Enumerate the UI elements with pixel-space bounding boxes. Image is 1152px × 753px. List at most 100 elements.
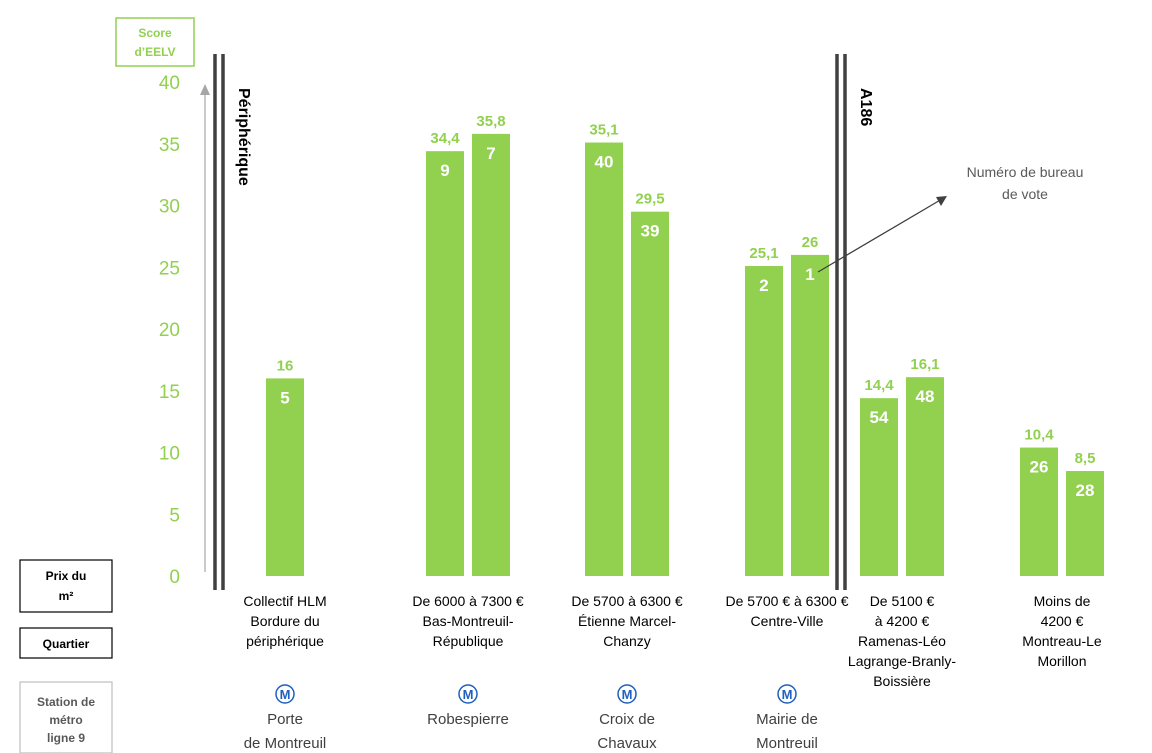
bar bbox=[791, 254, 829, 576]
bar-value-label: 35,8 bbox=[476, 113, 505, 130]
bureau-number-label: 39 bbox=[641, 222, 660, 241]
bar bbox=[860, 398, 898, 576]
metro-station-label: Robespierre bbox=[427, 711, 509, 728]
bar-value-label: 14,4 bbox=[864, 377, 894, 394]
bar-value-label: 10,4 bbox=[1024, 427, 1054, 444]
metro-m-icon bbox=[617, 684, 637, 704]
y-tick-label: 30 bbox=[159, 197, 180, 218]
bureau-number-label: 54 bbox=[870, 408, 889, 427]
category-price-label: De 5100 € bbox=[870, 593, 935, 609]
y-tick-label: 0 bbox=[169, 567, 180, 588]
bar-value-label: 35,1 bbox=[589, 122, 618, 139]
metro-station-label: de Montreuil bbox=[244, 735, 327, 752]
annotation-arrow-line bbox=[817, 198, 943, 273]
metro-station-label: Chavaux bbox=[597, 735, 657, 752]
bar-value-label: 29,5 bbox=[635, 191, 664, 208]
metro-m-icon-glyph: M bbox=[782, 687, 793, 702]
category-quartier-label: Étienne Marcel- bbox=[578, 613, 676, 629]
bar bbox=[266, 378, 304, 576]
bars: 16 5 34,4 9 35,8 7 35,1 40 29,5 39 25,1 2 26 1 14,4 54 1… bbox=[266, 113, 1104, 577]
y-tick-label: 25 bbox=[159, 258, 180, 279]
y-tick-label: 10 bbox=[159, 444, 180, 465]
y-title-box bbox=[115, 17, 195, 67]
metro-station-label: Porte bbox=[267, 711, 303, 728]
bureau-number-label: 7 bbox=[486, 144, 495, 163]
metro-m-icon-glyph: M bbox=[463, 687, 474, 702]
metro-station-label: Mairie de bbox=[756, 711, 818, 728]
metro-m-icon-glyph: M bbox=[280, 687, 291, 702]
metro-station-label: Montreuil bbox=[756, 735, 818, 752]
category-quartier-label: Lagrange-Branly- bbox=[848, 653, 957, 669]
row-label-price: m² bbox=[59, 589, 74, 603]
bar bbox=[472, 133, 510, 576]
divider-label: A186 bbox=[857, 88, 874, 126]
category-price-label: à 4200 € bbox=[875, 613, 930, 629]
bar bbox=[1020, 447, 1058, 576]
annotation: Numéro de bureau de vote bbox=[817, 164, 1084, 273]
category-price-label: De 5700 à 6300 € bbox=[571, 593, 683, 609]
bureau-number-label: 40 bbox=[595, 153, 614, 172]
bar bbox=[906, 377, 944, 576]
category-price-label: De 6000 à 7300 € bbox=[412, 593, 524, 609]
row-label-metro: ligne 9 bbox=[47, 731, 85, 745]
bureau-number-label: 5 bbox=[280, 388, 289, 407]
bar-value-label: 8,5 bbox=[1075, 450, 1096, 467]
category-quartier-label: Centre-Ville bbox=[751, 613, 824, 629]
category-quartier-label: Morillon bbox=[1037, 653, 1086, 669]
bar-value-label: 16,1 bbox=[910, 356, 939, 373]
y-tick-label: 5 bbox=[169, 505, 180, 526]
bar bbox=[631, 211, 669, 577]
bureau-number-label: 9 bbox=[440, 161, 449, 180]
row-labels: Prix du m² Quartier Station de métro ligne 9 bbox=[19, 559, 113, 753]
annotation-arrow-head bbox=[936, 196, 947, 206]
category-quartier-label: périphérique bbox=[246, 633, 324, 649]
row-label-box bbox=[19, 681, 113, 753]
y-tick-label: 20 bbox=[159, 320, 180, 341]
bureau-number-label: 28 bbox=[1076, 481, 1095, 500]
bar bbox=[426, 151, 464, 576]
bar-value-label: 16 bbox=[277, 357, 294, 374]
category-quartier-label: Boissière bbox=[873, 673, 931, 689]
annotation-text: de vote bbox=[1002, 186, 1048, 202]
y-axis-arrow-head bbox=[200, 84, 210, 95]
bar-value-label: 26 bbox=[802, 234, 819, 251]
category-quartier-label: Montreau-Le bbox=[1022, 633, 1102, 649]
metro-m-icon bbox=[275, 684, 295, 704]
category-price-label: Collectif HLM bbox=[243, 593, 326, 609]
category-quartier-label: Chanzy bbox=[603, 633, 650, 649]
bar-value-label: 34,4 bbox=[430, 130, 460, 147]
y-tick-label: 35 bbox=[159, 135, 180, 156]
bar bbox=[1066, 471, 1104, 576]
category-price-label: Moins de bbox=[1034, 593, 1091, 609]
metro-m-icon-glyph: M bbox=[622, 687, 633, 702]
divider-label: Périphérique bbox=[235, 88, 252, 186]
bar bbox=[585, 142, 623, 576]
row-label-quartier: Quartier bbox=[43, 637, 90, 651]
category-quartier-label: Ramenas-Léo bbox=[858, 633, 946, 649]
bureau-number-label: 2 bbox=[759, 276, 768, 295]
metro-m-icon bbox=[458, 684, 478, 704]
bureau-number-label: 48 bbox=[916, 387, 935, 406]
annotation-text: Numéro de bureau bbox=[967, 164, 1084, 180]
bar-value-label: 25,1 bbox=[749, 245, 778, 262]
category-price-label: De 5700 € à 6300 € bbox=[726, 593, 849, 609]
category-price-label: 4200 € bbox=[1041, 613, 1084, 629]
category-labels: Collectif HLM Bordure du périphérique M Port… bbox=[243, 593, 1102, 752]
y-axis: 0 5 10 15 20 25 30 35 40 Score d’EELV bbox=[115, 17, 210, 588]
metro-m-icon bbox=[777, 684, 797, 704]
category-quartier-label: Bas-Montreuil- bbox=[422, 613, 513, 629]
row-label-box bbox=[19, 627, 113, 659]
metro-station-label: Croix de bbox=[599, 711, 655, 728]
y-axis-title: Score bbox=[138, 26, 172, 40]
row-label-metro: métro bbox=[49, 713, 82, 727]
row-label-box bbox=[19, 559, 113, 613]
y-axis-title: d’EELV bbox=[134, 45, 175, 59]
category-quartier-label: République bbox=[433, 633, 504, 649]
dividers: Périphérique A186 bbox=[213, 54, 874, 590]
y-tick-label: 15 bbox=[159, 382, 180, 403]
bar bbox=[745, 266, 783, 576]
bureau-number-label: 26 bbox=[1030, 458, 1049, 477]
category-quartier-label: Bordure du bbox=[250, 613, 319, 629]
bureau-number-label: 1 bbox=[805, 265, 814, 284]
